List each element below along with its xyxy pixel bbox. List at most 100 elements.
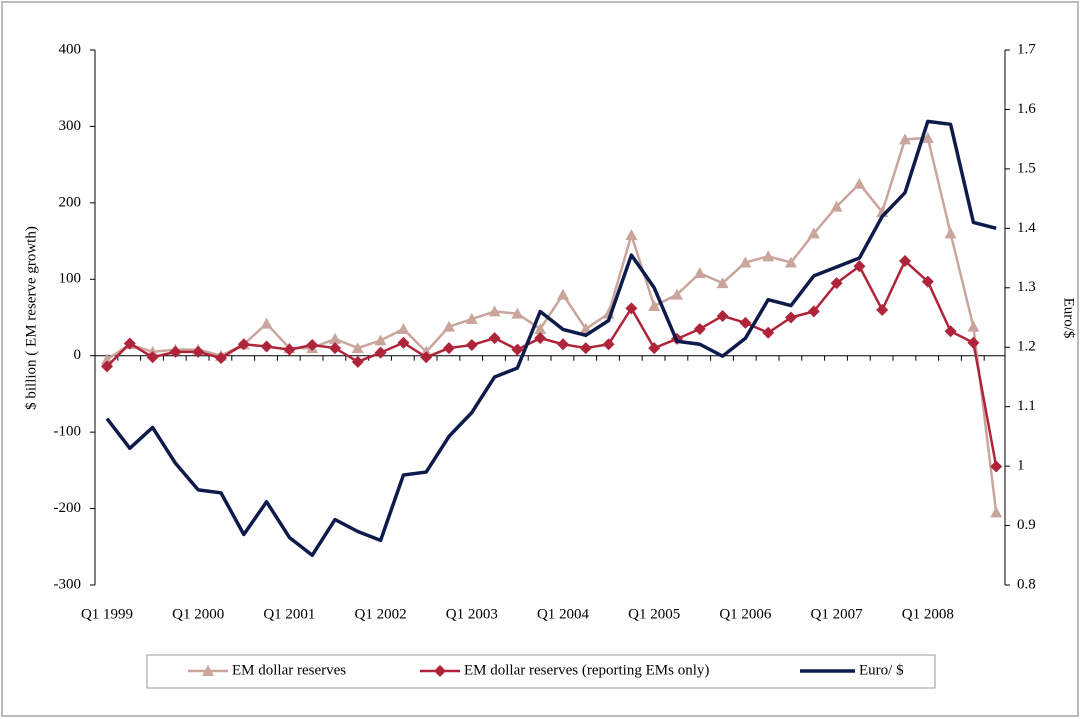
y-tick-label: -300 [54, 576, 82, 592]
diamond-marker [420, 351, 433, 364]
diamond-marker [853, 260, 866, 273]
diamond-marker [830, 277, 843, 290]
diamond-marker [990, 460, 1003, 473]
triangle-marker [716, 277, 729, 289]
diamond-marker [807, 305, 820, 318]
triangle-marker [693, 267, 706, 279]
triangle-marker [762, 250, 775, 262]
x-tick-label: Q1 2008 [902, 606, 954, 622]
triangle-marker [830, 200, 843, 212]
triangle-marker [853, 177, 866, 189]
y2-tick-label: 1 [1017, 458, 1025, 474]
y-tick-label: 0 [74, 347, 82, 363]
y2-tick-label: 1.1 [1017, 398, 1036, 414]
legend-marker [202, 665, 214, 676]
x-tick-label: Q1 2003 [446, 606, 498, 622]
y2-tick-label: 0.8 [1017, 576, 1036, 592]
diamond-marker [739, 316, 752, 329]
diamond-marker [443, 342, 455, 355]
series-line [106, 136, 998, 513]
triangle-marker [990, 506, 1003, 518]
triangle-marker [921, 131, 934, 143]
diamond-marker [215, 352, 227, 365]
triangle-marker [488, 305, 501, 317]
diamond-marker [762, 326, 775, 339]
diamond-marker [899, 254, 911, 267]
legend-label: Euro/ $ [859, 662, 904, 678]
x-tick-label: Q1 2001 [263, 606, 315, 622]
x-tick-label: Q1 2005 [628, 606, 680, 622]
legend-box [146, 654, 936, 689]
y2-tick-label: 1.4 [1017, 220, 1036, 236]
series-line [105, 119, 997, 558]
triangle-marker [443, 320, 455, 332]
triangle-marker [329, 332, 341, 344]
triangle-marker [944, 227, 957, 239]
y2-axis-label: Euro/$ [1061, 298, 1077, 339]
diamond-marker [283, 343, 296, 356]
legend-label: EM dollar reserves [232, 662, 346, 678]
diamond-marker [192, 345, 205, 358]
triangle-marker [351, 342, 364, 354]
triangle-marker [465, 313, 478, 325]
diamond-marker [511, 343, 524, 356]
diamond-marker [374, 346, 387, 359]
triangle-marker [807, 227, 820, 239]
y2-tick-label: 1.7 [1017, 41, 1036, 57]
triangle-marker [579, 322, 592, 334]
x-tick-label: Q1 2007 [811, 606, 864, 622]
legend-marker [434, 665, 446, 677]
diamond-marker [169, 345, 182, 358]
y-tick-label: 200 [59, 194, 82, 210]
triangle-marker [648, 300, 661, 312]
diamond-marker [693, 322, 706, 335]
series-line [106, 259, 998, 467]
triangle-marker [899, 133, 911, 145]
diamond-marker [329, 342, 341, 355]
diamond-marker [648, 342, 661, 355]
y-tick-label: 300 [59, 118, 82, 134]
y2-tick-label: 0.9 [1017, 517, 1036, 533]
diamond-marker [101, 360, 113, 373]
diamond-marker [876, 303, 889, 316]
triangle-marker [671, 288, 683, 300]
diamond-marker [237, 338, 250, 351]
triangle-marker [967, 320, 980, 332]
triangle-marker [534, 322, 547, 334]
legend-label: EM dollar reserves (reporting EMs only) [464, 662, 709, 678]
triangle-marker [785, 256, 797, 268]
diamond-marker [785, 311, 797, 324]
y-tick-label: 400 [59, 41, 82, 57]
y2-tick-label: 1.2 [1017, 339, 1036, 355]
y2-tick-label: 1.6 [1017, 101, 1036, 117]
triangle-marker [557, 288, 569, 300]
triangle-marker [739, 256, 752, 268]
diamond-marker [534, 332, 547, 345]
triangle-marker [397, 322, 410, 334]
y-axis-label: $ billion ( EM reserve growth) [23, 226, 39, 410]
x-tick-label: Q1 2002 [355, 606, 407, 622]
y2-tick-label: 1.5 [1017, 160, 1036, 176]
y2-tick-label: 1.3 [1017, 279, 1036, 295]
x-tick-label: Q1 2004 [537, 606, 590, 622]
x-tick-label: Q1 1999 [81, 606, 133, 622]
diamond-marker [602, 338, 615, 351]
diamond-marker [716, 309, 729, 322]
diamond-marker [351, 355, 364, 368]
diamond-marker [625, 302, 638, 315]
diamond-marker [123, 337, 136, 350]
diamond-marker [260, 340, 273, 353]
y-tick-label: -200 [54, 500, 82, 516]
diamond-marker [921, 275, 934, 288]
diamond-marker [488, 332, 501, 345]
diamond-marker [967, 336, 980, 349]
diamond-marker [397, 336, 410, 349]
x-tick-label: Q1 2006 [719, 606, 772, 622]
y-tick-label: -100 [54, 424, 82, 440]
diamond-marker [944, 325, 957, 338]
diamond-marker [306, 339, 319, 352]
triangle-marker [511, 307, 524, 319]
diamond-marker [579, 342, 592, 355]
